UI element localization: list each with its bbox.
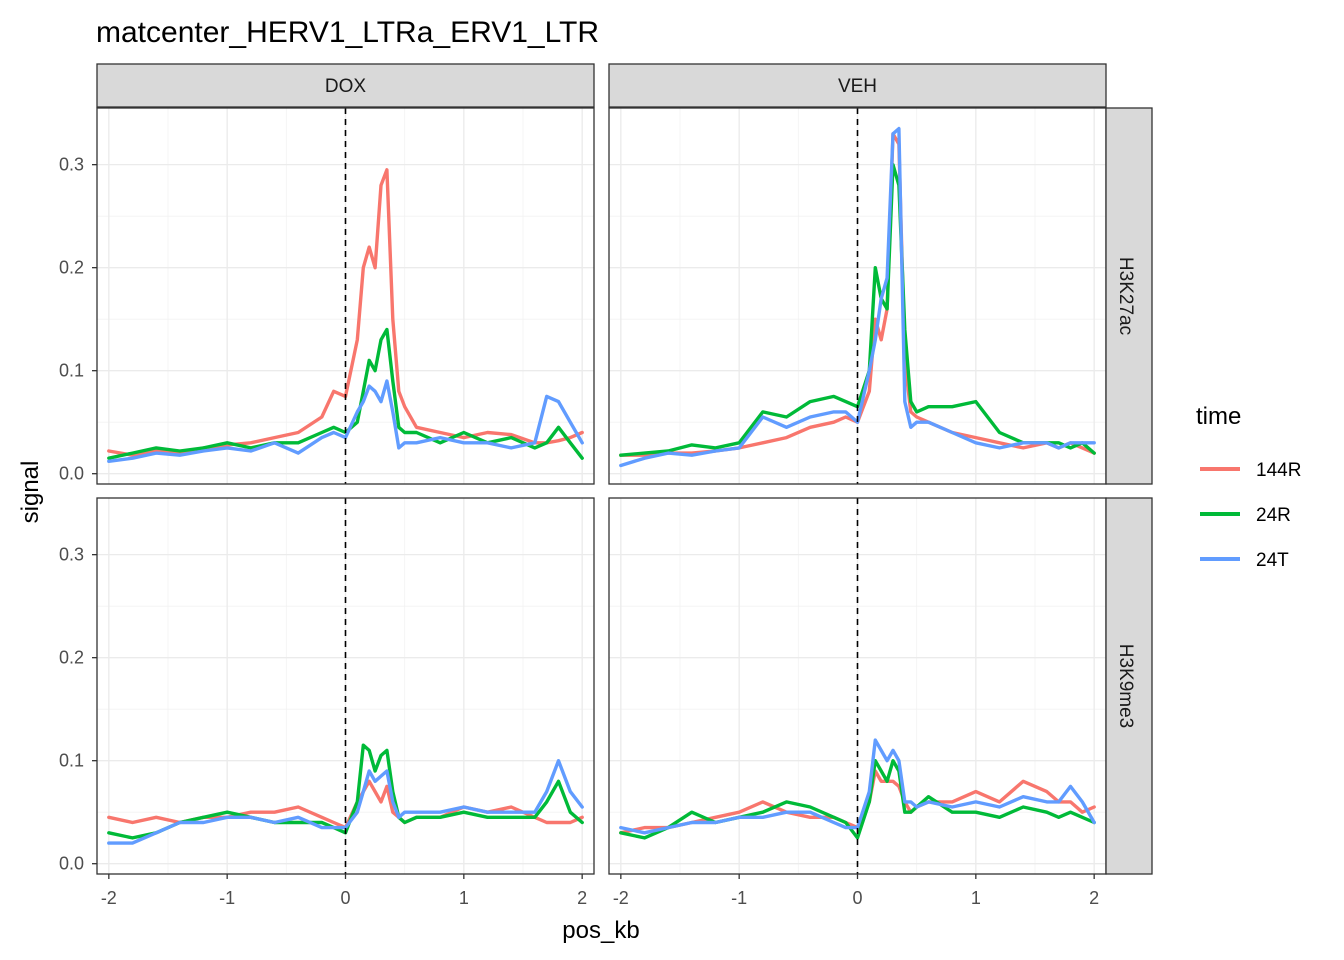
strip-veh: VEH	[608, 63, 1107, 108]
x-tick-label: 0	[852, 888, 862, 908]
panel-veh-h3k27ac	[608, 107, 1107, 485]
y-axis-title: signal	[17, 461, 44, 524]
x-tick-label: 0	[340, 888, 350, 908]
strip-h3k9me3-label: H3K9me3	[1115, 644, 1136, 729]
y-tick-label: 0.3	[59, 155, 84, 175]
y-tick-label: 0.0	[59, 464, 84, 484]
strip-dox-label: DOX	[325, 76, 367, 97]
strip-h3k9me3: H3K9me3	[1105, 497, 1153, 875]
panels	[92, 107, 1107, 879]
legend-label-24t: 24T	[1256, 550, 1289, 571]
series-line-24r	[107, 327, 584, 460]
panel-veh-h3k9me3	[608, 497, 1107, 879]
legend-title: time	[1196, 403, 1241, 430]
panel-dox-h3k9me3	[92, 497, 595, 879]
x-tick-label: 1	[971, 888, 981, 908]
legend: time 144R 24R 24T	[1196, 403, 1301, 571]
y-tick-label: 0.0	[59, 854, 84, 874]
strip-veh-bg	[608, 63, 1107, 108]
x-axis-title: pos_kb	[562, 917, 639, 944]
x-tick-label: 2	[577, 888, 587, 908]
x-tick-labels: -2 -1 0 1 2 -2 -1 0 1 2	[101, 888, 1099, 908]
series-line-24t	[107, 379, 584, 463]
strip-h3k9me3-bg	[1105, 497, 1153, 875]
series-line-24t	[619, 738, 1096, 835]
y-tick-label: 0.2	[59, 648, 84, 668]
strip-veh-label: VEH	[838, 76, 877, 97]
y-tick-label: 0.1	[59, 361, 84, 381]
series-line-24t	[107, 759, 584, 845]
y-tick-label: 0.3	[59, 545, 84, 565]
series-line-24t	[619, 126, 1096, 468]
strip-h3k27ac-label: H3K27ac	[1115, 257, 1136, 335]
x-tick-label: -1	[219, 888, 235, 908]
x-tick-label: -2	[613, 888, 629, 908]
y-tick-label: 0.1	[59, 751, 84, 771]
legend-label-144r: 144R	[1256, 460, 1301, 481]
y-tick-label: 0.2	[59, 258, 84, 278]
chart-title: matcenter_HERV1_LTRa_ERV1_LTR	[96, 16, 599, 49]
x-tick-label: -1	[731, 888, 747, 908]
y-tick-labels: 0.0 0.1 0.2 0.3 0.0 0.1 0.2 0.3	[59, 155, 84, 874]
strip-dox-bg	[96, 63, 595, 108]
series-line-24r	[107, 743, 584, 840]
strip-h3k27ac-bg	[1105, 107, 1153, 485]
legend-label-24r: 24R	[1256, 505, 1291, 526]
x-tick-label: 2	[1089, 888, 1099, 908]
strip-h3k27ac: H3K27ac	[1105, 107, 1153, 485]
x-tick-label: -2	[101, 888, 117, 908]
strip-dox: DOX	[96, 63, 595, 108]
series-line-144r	[107, 168, 584, 457]
panel-border	[96, 107, 595, 485]
x-tick-label: 1	[459, 888, 469, 908]
panel-dox-h3k27ac	[92, 107, 595, 485]
